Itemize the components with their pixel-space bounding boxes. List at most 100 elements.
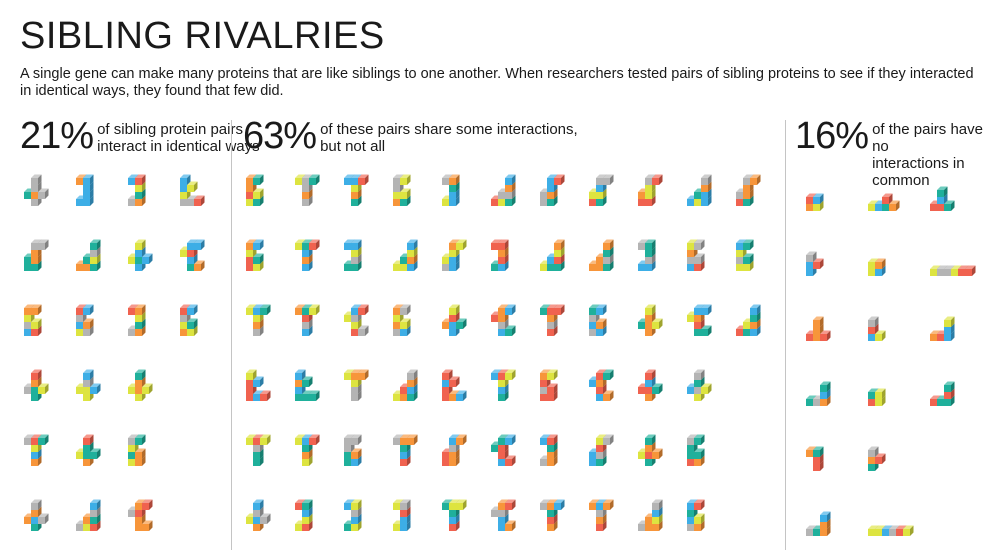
protein-pair-icon <box>128 239 153 271</box>
protein-pair-icon <box>491 239 509 271</box>
protein-pair-icon <box>736 174 761 206</box>
stat-none-percent: 16% <box>795 115 869 157</box>
protein-pair-icon <box>393 499 411 531</box>
protein-pair-icon <box>128 369 153 401</box>
protein-pair-icon <box>76 499 101 531</box>
protein-pair-icon <box>295 499 313 531</box>
protein-pair-icon <box>180 239 205 271</box>
protein-pair-icon <box>246 369 271 401</box>
protein-pair-icon <box>491 499 516 531</box>
protein-pair-icon <box>736 239 754 271</box>
protein-pair-icon <box>868 525 914 536</box>
stat-some-label-line2: but not all <box>320 138 386 155</box>
protein-pair-icon <box>246 239 264 271</box>
stat-none-label-line2: interactions in common <box>872 155 965 189</box>
stat-some-label-line1: of these pairs share some interactions, <box>320 121 578 138</box>
protein-pair-icon <box>393 304 411 336</box>
protein-pair-icon <box>24 499 49 531</box>
protein-pair-icon <box>344 499 362 531</box>
column-divider-right <box>785 120 786 550</box>
protein-pair-icon <box>540 369 558 401</box>
stat-some-label: of these pairs share some interactions, … <box>320 116 578 155</box>
protein-pair-icon <box>24 174 49 206</box>
protein-pair-icon <box>638 369 663 401</box>
protein-pair-icon <box>344 434 362 466</box>
protein-pair-icon <box>687 499 705 531</box>
protein-pair-icon <box>687 369 712 401</box>
stat-no-common-pairs: 16% of the pairs have no interactions in… <box>795 116 1000 189</box>
protein-pair-icon <box>638 434 663 466</box>
protein-pair-icon <box>687 174 712 206</box>
protein-pair-icon <box>344 304 369 336</box>
stat-identical-label-line2: interact in identical ways <box>97 138 260 155</box>
protein-pair-icon <box>128 174 146 206</box>
protein-pair-icon <box>76 369 101 401</box>
protein-pair-icon <box>806 251 824 276</box>
protein-pair-icon <box>76 434 101 466</box>
protein-pair-icon <box>868 388 886 406</box>
protein-pair-icon <box>589 499 614 531</box>
protein-pair-icon <box>393 434 418 466</box>
protein-pair-icon <box>180 304 198 336</box>
protein-pair-icon <box>868 193 900 211</box>
stat-identical-label-line1: of sibling protein pairs <box>97 121 243 138</box>
protein-pair-icon <box>246 434 271 466</box>
protein-pair-icon <box>442 239 467 271</box>
protein-pair-icon <box>638 499 663 531</box>
protein-pair-icon <box>687 304 712 336</box>
protein-pair-icon <box>638 239 656 271</box>
protein-pair-icon <box>930 265 976 276</box>
stat-identical-label: of sibling protein pairs interact in ide… <box>97 116 260 155</box>
protein-pair-icon <box>295 369 320 401</box>
protein-pair-icon <box>76 174 94 206</box>
protein-pair-icon <box>868 446 886 471</box>
protein-pair-icon <box>442 434 467 466</box>
protein-pair-icon <box>76 239 101 271</box>
protein-pair-icon <box>344 239 362 271</box>
protein-pair-icon <box>589 434 614 466</box>
stat-identical-pairs: 21% of sibling protein pairs interact in… <box>20 116 260 156</box>
protein-pair-icon <box>806 381 831 406</box>
protein-pair-icon <box>24 434 49 466</box>
stat-some-percent: 63% <box>243 115 317 157</box>
protein-pair-icon <box>638 304 663 336</box>
protein-pair-icon <box>806 446 824 471</box>
protein-pair-icon <box>442 369 467 401</box>
protein-pair-icon <box>24 304 42 336</box>
stat-none-label-line1: of the pairs have no <box>872 121 983 155</box>
protein-pair-icon <box>589 239 614 271</box>
protein-pair-icon <box>442 304 467 336</box>
protein-pair-icon <box>491 304 516 336</box>
protein-pair-icon <box>806 193 824 211</box>
protein-pair-icon <box>128 499 153 531</box>
protein-pair-icon <box>128 304 146 336</box>
protein-pair-icon <box>589 174 614 206</box>
description: A single gene can make many proteins tha… <box>20 66 974 99</box>
column-divider-left <box>231 120 232 550</box>
protein-pair-icon <box>540 499 565 531</box>
protein-pair-icon <box>180 174 205 206</box>
protein-pair-icon <box>589 369 614 401</box>
protein-pair-icon <box>24 369 49 401</box>
protein-pair-icon <box>24 239 49 271</box>
page-title: SIBLING RIVALRIES <box>20 15 385 57</box>
protein-pair-icon <box>295 174 320 206</box>
protein-pair-icon <box>540 304 565 336</box>
stat-identical-percent: 21% <box>20 115 94 157</box>
protein-pair-icon <box>344 174 369 206</box>
protein-pair-icon <box>128 434 146 466</box>
protein-pair-icon <box>76 304 94 336</box>
protein-pair-icon <box>540 174 565 206</box>
protein-pair-icon <box>540 239 565 271</box>
protein-pair-icon <box>442 174 460 206</box>
protein-pair-icon <box>930 381 955 406</box>
protein-pair-icon <box>393 369 418 401</box>
protein-pair-icon <box>868 258 886 276</box>
protein-pair-icon <box>393 174 411 206</box>
protein-pair-icon <box>589 304 607 336</box>
protein-pair-icon <box>930 316 955 341</box>
protein-pair-icon <box>687 239 705 271</box>
protein-pair-icon <box>246 304 271 336</box>
protein-pair-icon <box>393 239 418 271</box>
